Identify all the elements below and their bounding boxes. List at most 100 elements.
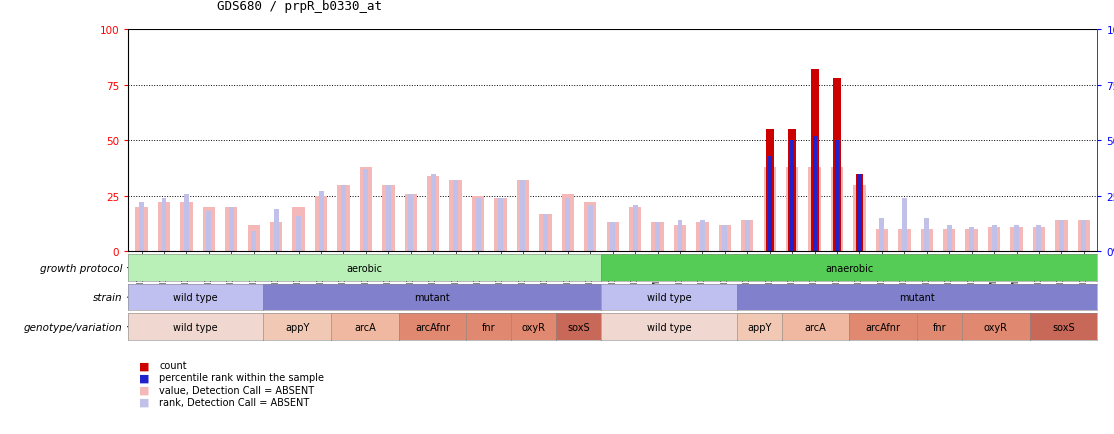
Bar [588,205,593,252]
Bar [831,168,843,252]
Bar [539,214,551,252]
Bar [633,205,637,252]
Bar [898,230,910,252]
Text: aerobic: aerobic [346,263,383,273]
Bar [274,210,278,252]
Bar [247,225,260,252]
Text: mutant: mutant [414,293,450,302]
Text: wild type: wild type [647,322,692,332]
Bar [476,199,480,252]
Text: GDS680 / prpR_b0330_at: GDS680 / prpR_b0330_at [217,0,382,13]
Bar [655,223,659,252]
Bar [566,199,570,252]
Bar [696,223,709,252]
Bar [203,207,215,252]
Bar [1036,225,1042,252]
Bar [674,225,686,252]
Text: anaerobic: anaerobic [825,263,873,273]
Text: fnr: fnr [932,322,946,332]
Bar [1082,221,1086,252]
Bar [722,225,727,252]
Bar [1033,227,1045,252]
Text: mutant: mutant [899,293,935,302]
Bar [363,170,369,252]
Bar [561,194,574,252]
Text: wild type: wild type [647,293,692,302]
Bar [1010,227,1023,252]
Bar [338,185,350,252]
Bar [270,223,282,252]
Bar [858,174,861,252]
Bar [498,199,504,252]
Text: ■: ■ [139,385,149,395]
Bar [812,137,817,252]
Bar [543,214,548,252]
Bar [139,203,144,252]
Bar [293,207,305,252]
Bar [517,181,529,252]
Bar [385,185,391,252]
Bar [495,199,507,252]
Bar [902,199,907,252]
Bar [811,70,819,252]
Bar [315,196,328,252]
Bar [741,221,753,252]
Bar [520,181,526,252]
Bar [252,232,256,252]
Bar [947,225,951,252]
Bar [836,141,839,252]
Bar [1055,221,1067,252]
Bar [319,192,323,252]
Bar [453,181,458,252]
Bar [786,168,799,252]
Bar [158,203,170,252]
Bar [472,196,485,252]
Bar [856,174,863,252]
Bar [296,216,301,252]
Bar [427,177,439,252]
Bar [763,168,776,252]
Bar [606,223,619,252]
Text: growth protocol: growth protocol [40,263,123,273]
Text: ■: ■ [139,360,149,370]
Bar [700,221,705,252]
Bar [879,219,885,252]
Bar [610,223,615,252]
Bar [991,225,997,252]
Bar [431,174,436,252]
Bar [719,225,731,252]
Bar [136,207,148,252]
Text: soxS: soxS [567,322,590,332]
Bar [768,157,772,252]
Text: arcA: arcA [354,322,375,332]
Bar [652,223,664,252]
Bar [925,219,929,252]
Text: soxS: soxS [1052,322,1075,332]
Bar [944,230,956,252]
Text: wild type: wild type [174,293,218,302]
Bar [988,227,1000,252]
Text: ■: ■ [139,372,149,382]
Bar [404,194,417,252]
Bar [677,221,683,252]
Bar [790,141,794,252]
Bar [966,230,978,252]
Bar [629,207,642,252]
Text: appY: appY [285,322,310,332]
Bar [1059,221,1064,252]
Bar [1014,225,1019,252]
Bar [360,168,372,252]
Bar [789,130,797,252]
Text: arcAfnr: arcAfnr [866,322,900,332]
Text: arcAfnr: arcAfnr [414,322,450,332]
Bar [162,199,166,252]
Text: oxyR: oxyR [984,322,1008,332]
Bar [745,221,750,252]
Text: count: count [159,360,187,370]
Bar [341,185,346,252]
Bar [180,203,193,252]
Text: rank, Detection Call = ABSENT: rank, Detection Call = ABSENT [159,397,310,407]
Bar [228,207,234,252]
Text: fnr: fnr [482,322,496,332]
Text: value, Detection Call = ABSENT: value, Detection Call = ABSENT [159,385,314,395]
